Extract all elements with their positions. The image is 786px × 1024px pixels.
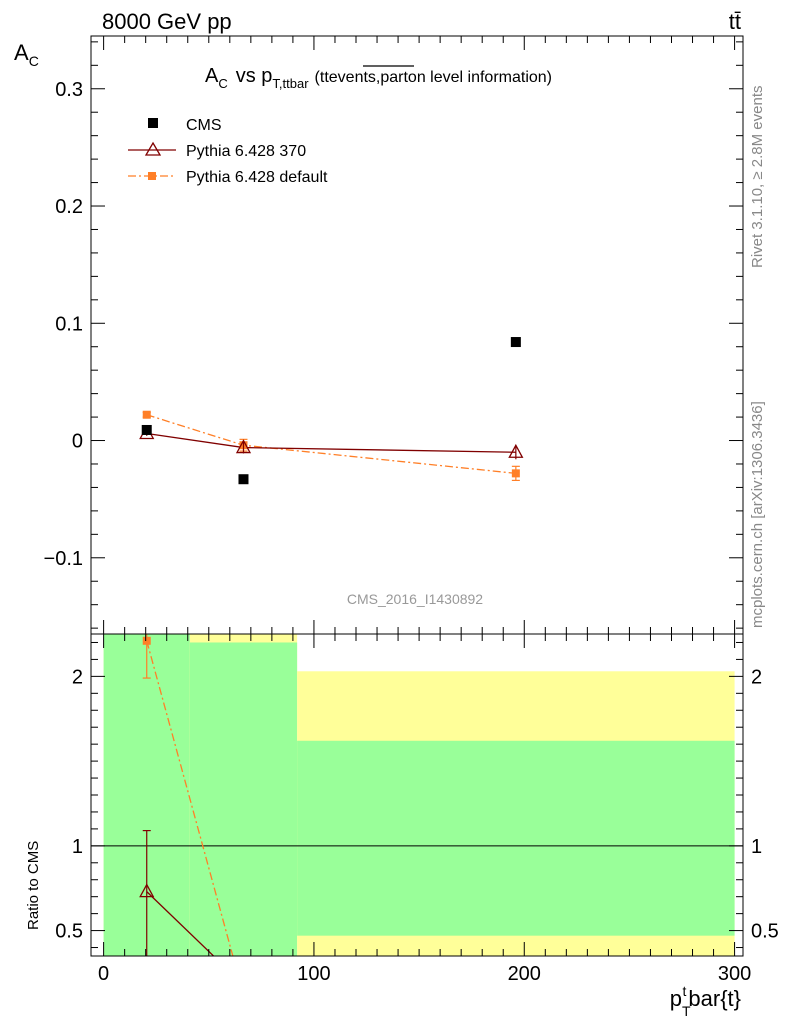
point-pythia370 [508,443,524,458]
ratio-y-tick-labels-right: 0.5 1 2 [751,666,779,942]
ratio-y-tick-label-right: 2 [751,666,762,688]
main-y-tick-labels: −0.1 0 0.1 0.2 0.3 [44,79,83,570]
legend-label-cms: CMS [186,117,222,134]
point-cms [510,337,521,348]
x-tick-label: 200 [508,963,541,985]
x-tick-label: 300 [718,963,751,985]
x-tick-labels: 0 100 200 300 [98,963,751,985]
y-tick-label: 0.1 [55,313,83,335]
ratio-panel: 0.5 1 2 0.5 1 2 0 100 200 300 Ratio to CMS pTtb… [25,633,779,1019]
energy-label: 8000 GeV pp [102,9,232,34]
ratio-point-pythia-default [142,636,151,645]
ratio-panel-frame [90,633,744,957]
ratio-y-tick-labels: 0.5 1 2 [55,666,83,942]
legend-label-pythia-default: Pythia 6.428 default [186,169,328,186]
ratio-panel-ticks [91,634,743,956]
series-line-pythia-default [146,414,516,475]
main-series [139,337,524,485]
main-panel-ticks [91,36,743,634]
legend-marker-cms [148,118,158,128]
process-label: tt̄ [729,9,741,34]
point-pythia-default [142,410,151,419]
main-y-axis-label: AC [14,40,39,69]
chart-title: AC vs pT,ttbar (ttevents,parton level info… [205,65,552,91]
ratio-series [139,634,234,956]
point-cms [141,424,152,435]
legend: CMS Pythia 6.428 370 Pythia 6.428 defaul… [128,117,328,186]
y-tick-label: 0.3 [55,79,83,101]
ratio-band-inner [189,642,298,956]
analysis-watermark: CMS_2016_I1430892 [347,591,483,607]
y-tick-label: −0.1 [44,548,83,570]
ratio-bands [103,634,735,956]
main-panel: −0.1 0 0.1 0.2 0.3 AC AC vs pT,ttbar (ttevents… [14,35,744,635]
ratio-line-pythia370 [146,891,215,956]
x-tick-label: 100 [297,963,330,985]
x-tick-label: 0 [98,963,109,985]
source-label: mcplots.cern.ch [arXiv:1306.3436] [749,401,766,628]
ratio-y-tick-label-right: 0.5 [751,921,779,943]
ratio-y-tick-label: 1 [72,836,83,858]
legend-marker-pythia370 [144,141,162,156]
ratio-band-inner [297,740,735,936]
y-tick-label: 0.2 [55,196,83,218]
legend-marker-pythia-default [148,172,156,180]
y-tick-label: 0 [72,431,83,453]
ratio-point-pythia370 [139,883,155,898]
series-line-pythia370 [146,432,516,453]
point-pythia370 [235,439,252,454]
rivet-label: Rivet 3.1.10, ≥ 2.8M events [749,86,766,269]
ratio-y-tick-label: 2 [72,666,83,688]
x-axis-label: pTtbar{t} [670,983,741,1019]
legend-label-pythia370: Pythia 6.428 370 [186,143,306,160]
point-pythia-default [511,469,520,478]
point-cms [238,474,249,485]
ratio-y-tick-label: 0.5 [55,921,83,943]
ratio-y-axis-label: Ratio to CMS [25,841,42,930]
ratio-y-tick-label-right: 1 [751,836,762,858]
